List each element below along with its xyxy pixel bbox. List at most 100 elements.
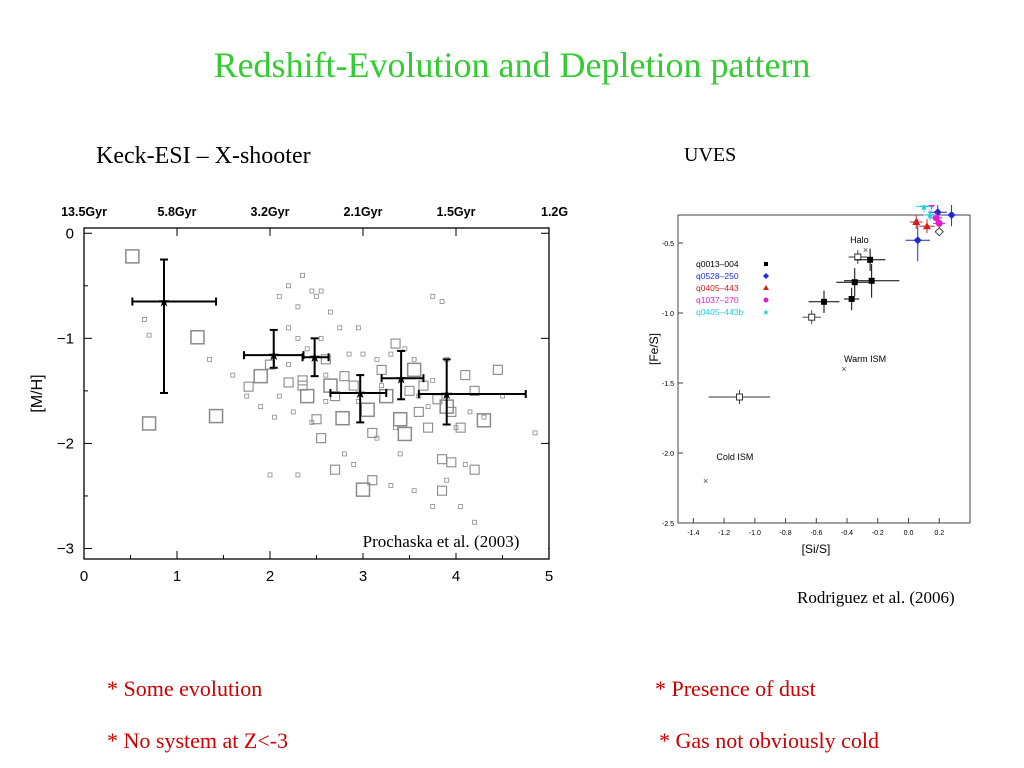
y-tick-label: -1.0: [662, 311, 674, 318]
reference-open-square: [808, 313, 816, 321]
medium-data-square: [446, 406, 457, 417]
data-point: ★: [925, 210, 935, 222]
small-data-square: [411, 488, 417, 494]
medium-data-square: [404, 385, 415, 396]
x-tick-label: -0.2: [872, 530, 884, 537]
large-data-square: [190, 330, 205, 345]
x-tick-label: -1.2: [718, 530, 730, 537]
small-data-square: [146, 332, 152, 338]
medium-data-square: [367, 475, 378, 486]
large-data-square: [335, 410, 350, 426]
small-data-square: [439, 299, 445, 304]
small-data-square: [430, 504, 436, 509]
small-data-square: [207, 356, 212, 362]
y-axis-label: [M/H]: [29, 374, 46, 412]
small-data-square: [532, 430, 538, 436]
small-data-square: [388, 483, 394, 488]
small-data-square: [286, 362, 292, 368]
bin-star: ★: [158, 294, 171, 310]
top-axis-label: 1.2G: [541, 205, 568, 219]
large-data-square: [125, 249, 140, 264]
top-axis-label: 5.8Gyr: [158, 205, 197, 219]
legend-marker: [763, 285, 769, 290]
small-data-square: [337, 325, 343, 331]
region-annotation: Warm ISM: [844, 354, 886, 364]
small-data-square: [314, 293, 319, 299]
small-data-square: [341, 451, 347, 457]
reference-open-square: [735, 393, 743, 401]
medium-data-square: [330, 464, 341, 475]
top-axis-label: 2.1Gyr: [344, 205, 383, 219]
x-tick-label: -0.8: [780, 530, 792, 537]
y-tick-label: -2.5: [662, 521, 674, 528]
bin-star: ★: [308, 349, 321, 365]
small-data-square: [286, 283, 292, 289]
top-axis-label: 3.2Gyr: [251, 205, 290, 219]
x-tick-label: -0.6: [810, 530, 822, 537]
small-data-square: [351, 462, 357, 467]
data-point: [867, 256, 874, 263]
y-tick-label: -2.0: [662, 451, 674, 458]
reference-open-square: [854, 253, 862, 261]
medium-data-square: [423, 422, 434, 433]
small-data-square: [295, 304, 301, 310]
small-data-square: [374, 356, 380, 362]
x-axis-label: zabs: [296, 595, 324, 598]
small-data-square: [295, 335, 301, 341]
small-data-square: [360, 351, 366, 357]
x-tick-label: -1.0: [749, 530, 761, 537]
bullet-left-1: * Some evolution: [107, 676, 263, 701]
small-data-square: [379, 383, 385, 389]
small-data-square: [411, 356, 417, 362]
medium-data-square: [316, 433, 327, 444]
medium-data-square: [460, 370, 471, 381]
small-data-square: [286, 325, 292, 331]
data-point: [851, 279, 858, 286]
bin-star: ★: [395, 370, 408, 386]
y-tick-label: -1.5: [662, 381, 674, 388]
right-heading: UVES: [684, 144, 737, 166]
bin-star: ★: [440, 386, 453, 402]
small-data-square: [244, 393, 250, 399]
left-heading: Keck-ESI – X-shooter: [96, 143, 311, 169]
y-tick-label: -0.5: [662, 241, 674, 248]
medium-data-square: [339, 371, 350, 382]
small-data-square: [462, 462, 468, 467]
large-data-square: [476, 413, 492, 428]
legend-entry: q0405–443b: [696, 307, 744, 317]
small-data-square: [458, 504, 464, 509]
small-data-square: [258, 404, 264, 410]
medium-data-square: [311, 414, 322, 425]
small-data-square: [472, 519, 478, 525]
legend-entry: q0013–004: [696, 259, 739, 269]
medium-data-square: [469, 464, 480, 475]
medium-data-square: [469, 385, 480, 396]
medium-data-square: [455, 422, 466, 433]
x-tick-label: -0.4: [841, 530, 853, 537]
data-point: [868, 277, 875, 284]
region-annotation: Halo: [850, 235, 869, 245]
x-tick-label: 0: [80, 568, 88, 585]
data-point: [848, 296, 855, 302]
legend-marker: ★: [762, 308, 769, 317]
medium-data-square: [376, 364, 387, 375]
small-data-square: [355, 325, 361, 331]
cross-marker: ×: [841, 364, 846, 374]
medium-data-square: [320, 354, 331, 365]
medium-data-square: [413, 406, 424, 417]
bin-star: ★: [267, 347, 280, 363]
cross-marker: ×: [703, 476, 708, 486]
data-point: [913, 236, 922, 245]
medium-data-square: [243, 381, 254, 392]
small-data-square: [276, 393, 282, 399]
plot-frame: [677, 214, 971, 524]
large-data-square: [355, 482, 371, 497]
small-data-square: [481, 414, 487, 420]
medium-data-square: [283, 377, 294, 388]
x-tick-label: -1.4: [687, 530, 699, 537]
y-tick-label: −1: [57, 330, 74, 347]
data-point: [922, 222, 931, 230]
x-tick-label: 0.0: [904, 530, 914, 537]
cross-marker: ×: [863, 245, 868, 255]
medium-data-square: [436, 485, 448, 496]
